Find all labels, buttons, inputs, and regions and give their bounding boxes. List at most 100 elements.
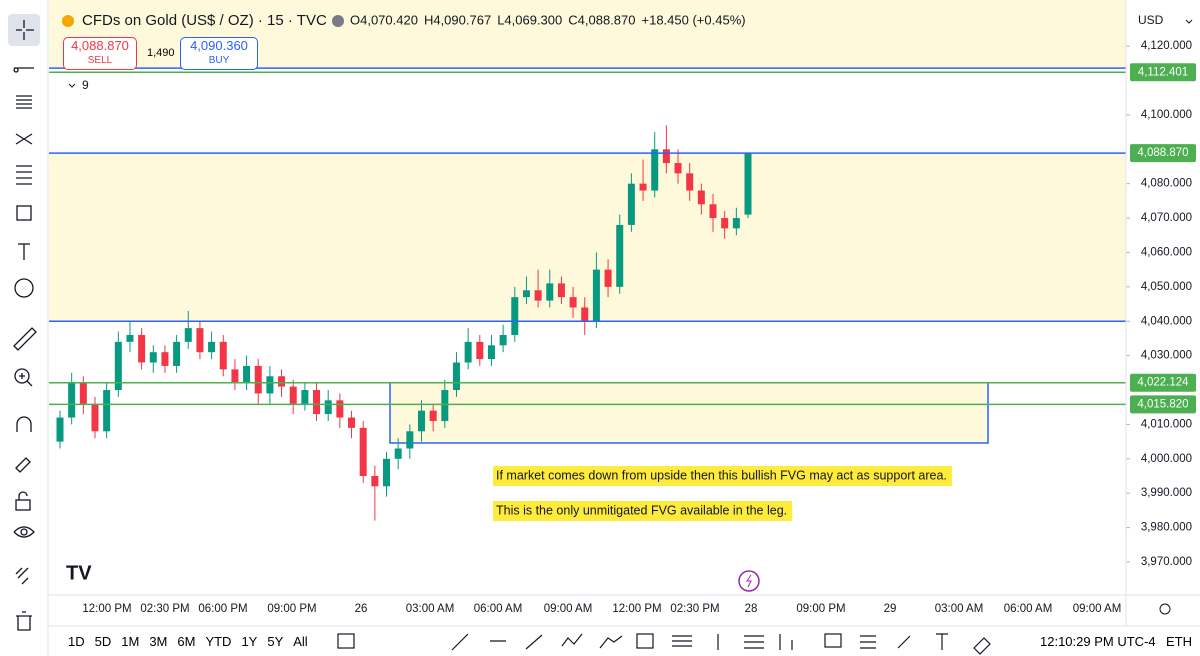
- candle-body: [429, 410, 437, 421]
- candle-body: [546, 283, 554, 301]
- buy-label: BUY: [208, 55, 230, 66]
- indicator-chevron[interactable]: [68, 83, 76, 88]
- range-button[interactable]: 1D: [68, 634, 85, 649]
- x-tick-label: 02:30 PM: [140, 603, 189, 615]
- candle-body: [196, 328, 204, 353]
- candle-body: [91, 403, 99, 432]
- range-button[interactable]: 6M: [177, 634, 196, 649]
- candle-body: [452, 362, 460, 391]
- tv-logo: TV: [66, 562, 92, 584]
- range-button[interactable]: All: [293, 634, 308, 649]
- candle-body: [709, 204, 717, 219]
- range-button[interactable]: 5Y: [267, 634, 284, 649]
- candle-body: [138, 334, 146, 363]
- status-dot: [332, 15, 344, 27]
- clock: 12:10:29 PM UTC-4: [1040, 634, 1156, 649]
- price-tag: [1130, 144, 1196, 163]
- y-tick-label: 4,100.000: [1141, 109, 1192, 121]
- annotation: This is the only unmitigated FVG availab…: [496, 503, 787, 517]
- candle-body: [348, 417, 356, 428]
- candle-body: [406, 431, 414, 449]
- candle-body: [686, 173, 694, 191]
- spread: 1,490: [147, 47, 175, 59]
- y-tick-label: 4,120.000: [1141, 40, 1192, 52]
- candle-body: [383, 458, 391, 487]
- candle-body: [219, 341, 227, 370]
- ohlc-low: L4,069.300: [497, 12, 562, 27]
- candle-body: [639, 183, 647, 191]
- separator: ·: [254, 12, 267, 29]
- x-tick-label: 09:00 AM: [1073, 603, 1122, 615]
- x-tick-label: 29: [884, 603, 897, 615]
- title-part: TVC: [297, 12, 327, 29]
- event-bolt: [746, 574, 752, 588]
- candle-body: [744, 153, 752, 215]
- candle-body: [184, 328, 192, 342]
- indicator-count[interactable]: 9: [82, 78, 89, 92]
- candle-body: [231, 369, 239, 384]
- range-button[interactable]: 1M: [121, 634, 140, 649]
- zone: [49, 153, 1126, 322]
- currency[interactable]: USD: [1138, 13, 1164, 27]
- symbol-icon: [62, 15, 74, 27]
- ohlc-change: +18.450 (+0.45%): [642, 12, 746, 27]
- candle-body: [417, 410, 425, 432]
- candle-body: [126, 334, 134, 342]
- range-button[interactable]: 5D: [94, 634, 112, 649]
- candle-body: [627, 183, 635, 225]
- y-tick-label: 4,050.000: [1141, 281, 1192, 293]
- y-tick-label: 3,990.000: [1141, 487, 1192, 499]
- y-tick-label: 3,980.000: [1141, 522, 1192, 534]
- ohlc-close: C4,088.870: [568, 12, 635, 27]
- annotation-bg: [493, 466, 952, 486]
- x-tick-label: 03:00 AM: [935, 603, 984, 615]
- bottom-tools[interactable]: [337, 633, 991, 655]
- buy-button[interactable]: 4,090.360 BUY: [180, 37, 258, 70]
- candle-body: [464, 341, 472, 363]
- candle-body: [557, 283, 565, 298]
- title-part: CFDs on Gold (US$ / OZ): [82, 12, 254, 29]
- currency-chevron[interactable]: [1185, 19, 1193, 24]
- candle-body: [651, 149, 659, 191]
- x-tick-label: 28: [745, 603, 758, 615]
- y-tick-label: 4,000.000: [1141, 453, 1192, 465]
- buy-price: 4,090.360: [190, 38, 248, 53]
- candle-body: [604, 269, 612, 287]
- candle-body: [79, 383, 87, 404]
- session[interactable]: ETH: [1166, 634, 1192, 649]
- candle-body: [511, 297, 519, 335]
- candle-body: [173, 341, 181, 366]
- candle-body: [301, 390, 309, 404]
- candle-body: [161, 352, 169, 366]
- price-tag-label: 4,088.870: [1137, 147, 1188, 159]
- sell-button[interactable]: 4,088.870 SELL: [63, 37, 137, 70]
- range-button[interactable]: 3M: [149, 634, 168, 649]
- price-tag-label: 4,022.124: [1137, 377, 1189, 389]
- candle-body: [499, 334, 507, 346]
- candle-body: [56, 417, 64, 442]
- tool-icons[interactable]: [8, 14, 40, 631]
- x-tick-label: 02:30 PM: [670, 603, 719, 615]
- price-tag: [1130, 63, 1196, 82]
- price-tag-label: 4,015.820: [1137, 398, 1188, 410]
- y-tick-label: 4,060.000: [1141, 246, 1192, 258]
- candle-body: [359, 427, 367, 476]
- event-icon[interactable]: [738, 570, 760, 592]
- candle-body: [697, 190, 705, 205]
- separator: ·: [284, 12, 297, 29]
- y-tick-label: 3,970.000: [1141, 556, 1192, 568]
- symbol-title[interactable]: CFDs on Gold (US$ / OZ) · 15 · TVC: [82, 12, 327, 29]
- price-tag-label: 4,112.401: [1138, 66, 1188, 78]
- annotation: If market comes down from upside then th…: [496, 468, 947, 482]
- candle-body: [476, 341, 484, 360]
- range-button[interactable]: 1Y: [241, 634, 258, 649]
- candle-body: [371, 476, 379, 487]
- x-tick-label: 06:00 AM: [1004, 603, 1053, 615]
- range-button[interactable]: YTD: [205, 634, 232, 649]
- settings-icon[interactable]: [1159, 603, 1171, 615]
- candle-body: [569, 297, 577, 308]
- candle-body: [662, 149, 670, 164]
- x-tick-label: 09:00 AM: [544, 603, 593, 615]
